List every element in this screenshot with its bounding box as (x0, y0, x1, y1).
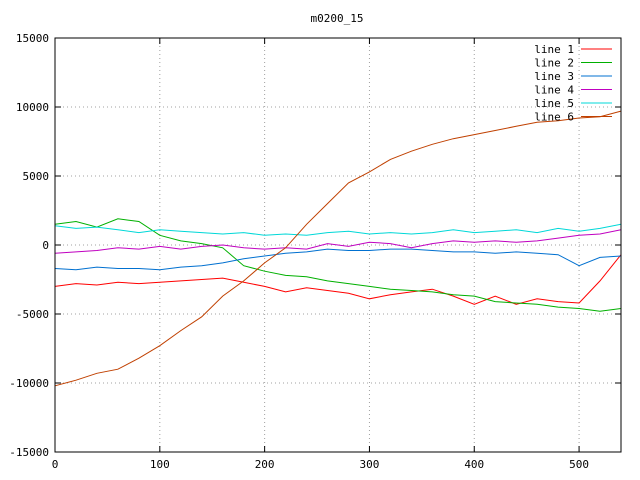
legend-label-4: line 4 (534, 84, 574, 97)
chart-title: m0200_15 (311, 12, 364, 25)
x-tick-label: 400 (464, 458, 484, 471)
x-tick-label: 0 (52, 458, 59, 471)
ticks: 0 100 200 300 400 500 -15000 -10000 -5000 0 5000 10… (9, 32, 621, 471)
y-tick-label: 0 (42, 239, 49, 252)
series-line-4 (54, 229, 622, 254)
y-tick-label: 15000 (16, 32, 49, 45)
x-tick-label: 200 (255, 458, 275, 471)
series-line-1 (54, 254, 622, 305)
series-layer (54, 110, 622, 387)
series-line-5 (54, 223, 622, 236)
y-tick-label: -5000 (16, 308, 49, 321)
grid (55, 38, 621, 452)
x-tick-label: 500 (569, 458, 589, 471)
x-tick-label: 300 (360, 458, 380, 471)
legend-label-5: line 5 (534, 97, 574, 110)
legend-label-2: line 2 (534, 57, 574, 70)
x-tick-label: 100 (150, 458, 170, 471)
series-line-6 (54, 110, 622, 387)
y-tick-label: -15000 (9, 446, 49, 459)
legend-label-1: line 1 (534, 43, 574, 56)
y-tick-label: 5000 (23, 170, 50, 183)
series-line-3 (54, 248, 622, 271)
y-tick-label: -10000 (9, 377, 49, 390)
legend-label-3: line 3 (534, 70, 574, 83)
series-line-2 (54, 218, 622, 312)
y-tick-label: 10000 (16, 101, 49, 114)
legend-label-6: line 6 (534, 111, 574, 124)
